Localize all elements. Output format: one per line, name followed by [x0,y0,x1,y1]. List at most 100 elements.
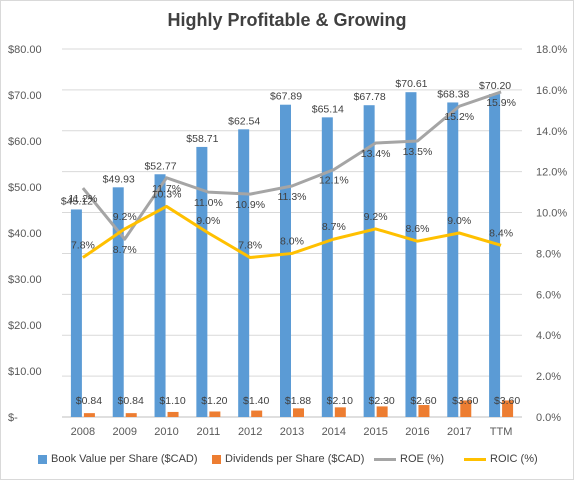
x-tick-label: 2010 [154,426,178,438]
x-tick-label: 2015 [363,426,387,438]
book-value-label: $67.89 [270,91,302,103]
bar-dividends [418,405,430,417]
legend-label: ROIC (%) [490,453,538,465]
roe-label: 13.5% [403,146,433,158]
book-value-label: $70.61 [395,78,427,90]
y-right-tick-label: 2.0% [536,371,561,383]
bar-dividends [334,407,346,417]
y-left-tick-label: $20.00 [8,320,42,332]
roe-label: 11.0% [194,197,223,209]
roe-line [81,90,502,241]
bar-dividends [209,411,221,417]
dividend-label: $3.60 [452,395,478,407]
dividend-label: $1.20 [201,395,227,407]
x-tick-label: 2008 [71,426,95,438]
y-right-tick-label: 6.0% [536,289,561,301]
roe-label: 11.7% [152,183,181,195]
bar-dividends [460,400,472,417]
roe-label: 12.1% [319,175,349,187]
bar-dividends [125,413,137,417]
book-value-label: $67.78 [354,91,386,103]
roe-label: 10.9% [235,199,265,211]
chart-title: Highly Profitable & Growing [167,10,407,30]
legend-swatch [374,457,396,461]
dividend-label: $0.84 [118,395,144,407]
y-left-tick-label: $10.00 [8,366,42,378]
legend-swatch [464,457,486,461]
dividend-label: $1.10 [159,395,185,407]
roic-label: 9.0% [196,215,220,227]
y-right-tick-label: 14.0% [536,126,567,138]
x-tick-label: 2017 [447,426,471,438]
dividend-label: $2.60 [410,395,436,407]
roe-label: 11.3% [278,191,307,203]
legend-label: Dividends per Share ($CAD) [225,453,365,465]
y-right-tick-label: 4.0% [536,330,561,342]
roe-label: 15.2% [444,111,474,123]
x-tick-label: 2014 [322,426,346,438]
roic-label: 10.3% [152,188,182,200]
bar-book-value [363,105,375,417]
legend-item: Book Value per Share ($CAD) [38,453,198,465]
bar-dividends [293,408,304,417]
roic-label: 9.2% [364,211,388,223]
roic-label: 9.2% [113,211,137,223]
dividend-label: $2.30 [368,395,394,407]
y-left-tick-label: $80.00 [8,44,42,56]
book-value-label: $68.38 [437,88,469,100]
bar-book-value [280,104,291,418]
book-value-label: $70.20 [479,80,511,92]
legend-swatch [212,454,221,464]
dividend-label: $2.10 [327,395,353,407]
y-left-tick-label: $- [8,412,18,424]
bar-dividends [376,406,388,417]
x-tick-label: 2013 [280,426,304,438]
roic-label: 8.0% [280,235,304,247]
dividend-label: $1.40 [243,395,269,407]
y-left-tick-label: $40.00 [8,228,42,240]
bar-book-value [70,209,82,417]
x-tick-label: 2011 [197,426,221,438]
y-left-tick-label: $60.00 [8,136,42,148]
roe-label: 11.2% [68,193,97,205]
roic-line [82,204,502,260]
y-right-tick-label: 18.0% [536,44,567,56]
roic-label: 7.8% [71,240,95,252]
y-left-tick-label: $70.00 [8,90,42,102]
bar-dividends [167,411,179,417]
legend-label: ROE (%) [400,453,444,465]
bar-book-value [405,92,417,417]
dividend-label: $0.84 [76,395,102,407]
legend-label: Book Value per Share ($CAD) [51,453,198,465]
roe-label: 13.4% [361,148,391,160]
bar-dividends [251,410,263,417]
y-right-tick-label: 12.0% [536,167,567,179]
y-left-tick-label: $30.00 [8,274,42,286]
roe-label: 15.9% [486,97,516,109]
bar-book-value [489,94,501,417]
roic-label: 7.8% [238,240,262,252]
bar-book-value [447,102,459,418]
bar-book-value [196,146,208,417]
legend-item: ROIC (%) [464,453,538,465]
book-value-label: $62.54 [228,115,260,127]
legend: Book Value per Share ($CAD) Dividends per… [0,453,574,469]
x-tick-label: 2012 [238,426,262,438]
roe-label: 8.7% [113,244,137,256]
x-tick-label: 2016 [405,426,429,438]
roic-label: 8.4% [489,227,513,239]
book-value-label: $45.12 [61,195,93,207]
bar-dividends [502,400,514,417]
bar-dividends [83,413,95,417]
bar-book-value [112,187,124,417]
roic-label: 8.7% [322,221,346,233]
bar-book-value [321,117,333,417]
x-tick-label: 2009 [112,426,136,438]
y-right-tick-label: 10.0% [536,208,567,220]
roic-label: 9.0% [447,215,471,227]
bar-book-value [238,129,250,418]
dividend-label: $3.60 [494,395,520,407]
book-value-label: $52.77 [144,160,176,172]
legend-swatch [38,454,47,464]
y-right-tick-label: 8.0% [536,248,561,260]
